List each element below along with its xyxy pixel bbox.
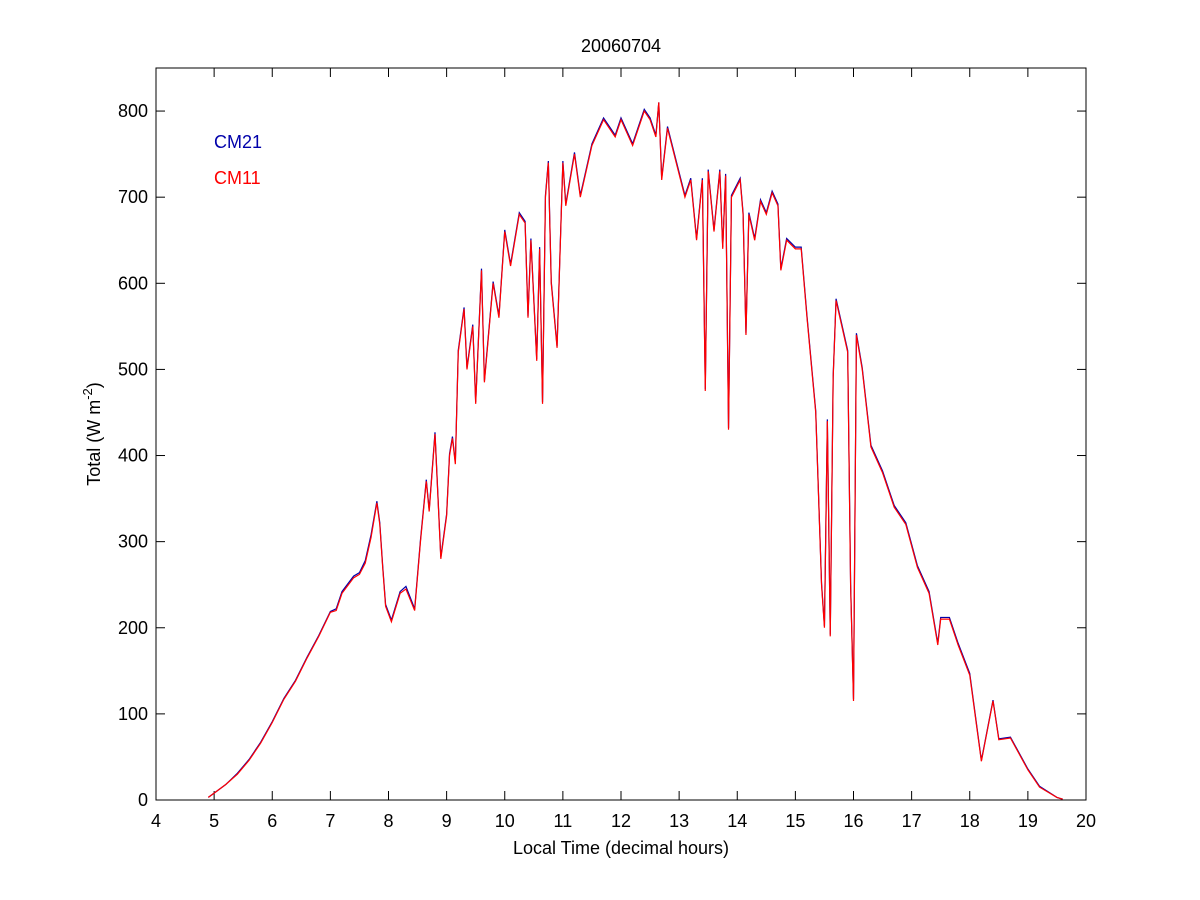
y-tick-label: 0 xyxy=(138,790,148,810)
x-tick-label: 10 xyxy=(495,811,515,831)
x-tick-label: 7 xyxy=(325,811,335,831)
y-tick-label: 200 xyxy=(118,618,148,638)
y-axis-label: Total (W m-2) xyxy=(80,382,104,486)
y-label-text: Total (W m xyxy=(84,400,104,486)
y-tick-label: 300 xyxy=(118,532,148,552)
x-tick-label: 8 xyxy=(383,811,393,831)
legend-entry: CM11 xyxy=(214,168,261,188)
x-tick-label: 15 xyxy=(785,811,805,831)
x-tick-label: 18 xyxy=(960,811,980,831)
x-tick-label: 12 xyxy=(611,811,631,831)
y-label-text: ) xyxy=(84,382,104,388)
x-tick-label: 14 xyxy=(727,811,747,831)
y-tick-label: 600 xyxy=(118,273,148,293)
y-label-superscript: -2 xyxy=(80,388,95,400)
y-tick-label: 400 xyxy=(118,446,148,466)
x-tick-label: 16 xyxy=(843,811,863,831)
series-line xyxy=(207,102,1063,800)
y-tick-label: 100 xyxy=(118,704,148,724)
x-tick-label: 6 xyxy=(267,811,277,831)
x-tick-label: 4 xyxy=(151,811,161,831)
x-tick-label: 9 xyxy=(442,811,452,831)
plot-area xyxy=(155,67,1087,801)
x-tick-label: 13 xyxy=(669,811,689,831)
x-tick-label: 11 xyxy=(554,811,573,831)
y-tick-label: 700 xyxy=(118,187,148,207)
x-tick-label: 17 xyxy=(902,811,922,831)
x-tick-label: 20 xyxy=(1076,811,1096,831)
y-tick-label: 800 xyxy=(118,101,148,121)
y-tick-label: 500 xyxy=(118,359,148,379)
legend-entry: CM21 xyxy=(214,132,262,152)
x-tick-label: 5 xyxy=(209,811,219,831)
x-axis-label: Local Time (decimal hours) xyxy=(513,838,729,858)
chart-title: 20060704 xyxy=(581,36,661,56)
x-tick-label: 19 xyxy=(1018,811,1038,831)
